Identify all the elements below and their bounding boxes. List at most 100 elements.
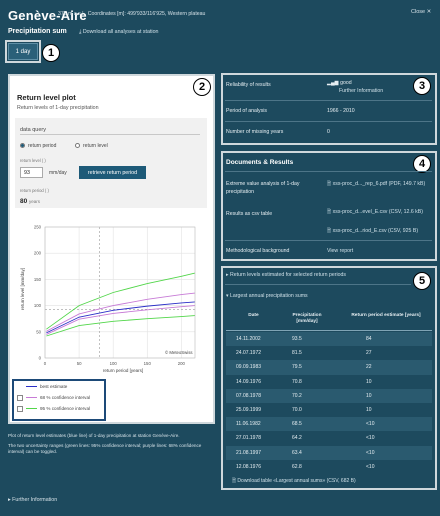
table-cell: <10	[366, 463, 375, 470]
table-cell: 25.09.1999	[236, 407, 262, 413]
file-icon: 🗎	[327, 228, 333, 234]
highlight-box-4	[221, 151, 437, 261]
legend-checkbox-68[interactable]	[17, 394, 23, 401]
file-icon: 🗎	[327, 181, 333, 187]
table-cell: 81.5	[292, 350, 302, 357]
legend-line-purple	[26, 396, 37, 399]
download-table-link[interactable]: 🗎 Download table «Largest annual sums» (…	[232, 478, 356, 486]
table-row: 24.07.1972 81.5 27	[226, 346, 432, 360]
chart-axes: 0 50 100 150 200 250 0 50 100 150 200	[34, 225, 196, 366]
missing-years-value: 0	[327, 129, 330, 135]
table-cell: 79.5	[292, 364, 302, 371]
largest-sums-accordion[interactable]: ▾ Largest annual precipitation sums	[226, 293, 308, 299]
result-unit: years	[29, 199, 41, 204]
largest-sums-accordion-label: Largest annual precipitation sums	[230, 293, 308, 299]
x-tick-label: 150	[144, 361, 152, 366]
plot-frame	[44, 226, 196, 359]
divider	[225, 171, 432, 172]
table-cell: 22	[366, 364, 372, 371]
further-information-label: Further Information	[12, 497, 58, 503]
evaluation-pdf-label: xss-proc_d..._rep_6.pdf (PDF, 149.7 kB)	[332, 181, 426, 187]
radio-return-level-label: return level	[83, 143, 108, 149]
col-header-return-period: Return period estimate [years]	[351, 313, 421, 318]
table-cell: 27.01.1978	[236, 435, 262, 442]
table-cell: 14.09.1976	[236, 378, 262, 385]
table-cell: 10	[366, 378, 372, 385]
csv-file-2-label: xss-proc_d...riod_E.csv (CSV, 925 B)	[332, 228, 419, 234]
chart-ylabel: return level [mm/day]	[20, 268, 25, 310]
table-row: 21.08.1997 63.4 <10	[226, 445, 432, 460]
return-period-label: return period ( )	[20, 188, 49, 193]
missing-years-label: Number of missing years	[226, 129, 284, 135]
callout-1: 1	[42, 44, 60, 62]
station-title: Genève-Aire	[8, 8, 87, 23]
callout-4: 4	[413, 155, 431, 173]
data-query-label: data query	[20, 127, 46, 133]
table-cell: 63.4	[292, 449, 302, 456]
callout-3: 3	[413, 77, 431, 95]
csv-label: Results as csv table	[226, 211, 273, 217]
duration-tab-1-day[interactable]: 1 day	[8, 43, 38, 60]
y-tick-label: 150	[34, 277, 42, 282]
divider	[225, 240, 432, 241]
download-icon: ⤓	[79, 29, 83, 35]
divider	[20, 134, 200, 135]
close-button[interactable]: Close ✕	[411, 9, 432, 15]
file-icon: 🗎	[327, 209, 333, 215]
caption-line-2: The two uncertainty ranges (green lines:…	[8, 442, 202, 455]
evaluation-label: Extreme value analysis of 1-day precipit…	[226, 181, 300, 195]
legend-label: 95 % confidence interval	[40, 406, 91, 411]
chart-xlabel: return period [years]	[103, 368, 143, 373]
reliability-label: Reliability of results	[226, 82, 271, 88]
further-information-toggle[interactable]: ▸ Further Information	[8, 497, 57, 503]
series-line-68-confidence-interval	[46, 305, 196, 335]
y-tick-label: 0	[39, 356, 42, 361]
csv-file-1-label: xss-proc_d...evel_E.csv (CSV, 12.6 kB)	[332, 209, 423, 215]
y-tick-label: 50	[36, 329, 41, 334]
table-row: 07.08.1978 70.2 10	[226, 388, 432, 403]
highlight-box-2	[8, 74, 215, 424]
evaluation-pdf-link[interactable]: 🗎 xss-proc_d..._rep_6.pdf (PDF, 149.7 kB…	[327, 181, 431, 189]
table-cell: 14.11.2002	[236, 336, 261, 342]
table-cell: 62.8	[292, 463, 302, 470]
legend-highlight	[12, 379, 106, 421]
table-cell: 68.5	[292, 421, 302, 428]
radio-return-period[interactable]	[20, 143, 25, 148]
period-label: Period of analysis	[226, 108, 267, 114]
table-row: 27.01.1978 64.2 <10	[226, 431, 432, 445]
divider	[225, 100, 432, 101]
table-row: 14.09.1976 70.8 10	[226, 375, 432, 389]
series-line-best-estimate	[46, 301, 196, 334]
download-all-link[interactable]: ⤓ Download all analyses at station	[79, 29, 159, 36]
return-level-input[interactable]: 93	[20, 167, 43, 178]
section-title: Precipitation sum	[8, 28, 67, 35]
col-header-date: Date	[248, 313, 259, 318]
csv-link-2[interactable]: 🗎 xss-proc_d...riod_E.csv (CSV, 925 B)	[327, 228, 431, 236]
table-cell: 12.08.1976	[236, 463, 262, 470]
csv-link-1[interactable]: 🗎 xss-proc_d...evel_E.csv (CSV, 12.6 kB)	[327, 209, 431, 217]
legend-95-ci: 95 % confidence interval	[14, 403, 104, 414]
table-cell: <10	[366, 449, 375, 456]
highlight-box-1	[5, 40, 41, 63]
view-report-link[interactable]: View report	[327, 248, 354, 254]
divider	[226, 330, 432, 331]
legend-checkbox-95[interactable]	[17, 405, 23, 412]
input-unit: mm/day	[49, 170, 67, 176]
radio-return-level[interactable]	[75, 143, 80, 148]
plot-caption: Plot of return level estimates (blue lin…	[8, 433, 215, 456]
legend-best-estimate: best estimate	[14, 381, 104, 392]
chart-legend: best estimate 68 % confidence interval 9…	[14, 381, 104, 419]
x-tick-label: 0	[44, 361, 47, 366]
y-tick-label: 200	[34, 251, 42, 256]
y-tick-label: 100	[34, 303, 42, 308]
chevron-down-icon: ▾	[226, 293, 231, 299]
retrieve-return-period-button[interactable]: retrieve return period	[79, 166, 146, 179]
table-cell: 07.08.1978	[236, 392, 262, 399]
highlight-box-5	[221, 266, 437, 490]
reliability-info-link[interactable]: Further Information	[339, 88, 384, 94]
callout-5: 5	[413, 272, 431, 290]
table-cell: 84	[366, 336, 372, 342]
return-levels-accordion[interactable]: ▸ Return levels estimated for selected r…	[226, 272, 346, 278]
table-cell: 21.08.1997	[236, 449, 262, 456]
chart-series	[46, 272, 196, 337]
